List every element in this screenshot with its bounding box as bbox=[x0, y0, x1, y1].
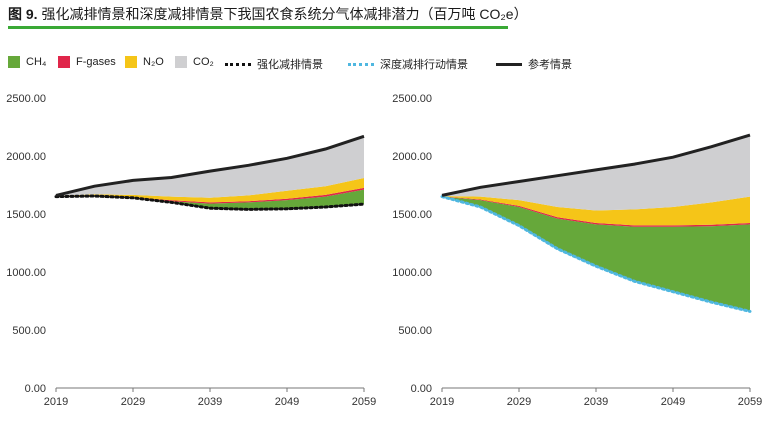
right-chart: 0.00 500.00 1000.00 1500.00 2000.00 2500.00 20… bbox=[392, 93, 762, 408]
series-line-enhanced bbox=[54, 194, 366, 211]
legend-item-deep: 深度减排行动情景 bbox=[348, 56, 468, 72]
y-tick-label: 2500.00 bbox=[392, 93, 432, 105]
x-tick-label: 2029 bbox=[507, 396, 531, 408]
x-tick-label: 2019 bbox=[44, 396, 68, 408]
area-band-co2 bbox=[442, 135, 750, 211]
legend-item-enhanced: 强化减排情景 bbox=[225, 56, 323, 72]
legend-label-reference: 参考情景 bbox=[528, 59, 572, 71]
area-band-n2o bbox=[442, 196, 750, 226]
x-tick-label: 2049 bbox=[661, 396, 685, 408]
x-tick-label: 2019 bbox=[430, 396, 454, 408]
series-line-deep bbox=[440, 195, 752, 313]
y-tick-label: 1500.00 bbox=[6, 209, 46, 221]
y-tick-label: 500.00 bbox=[398, 325, 432, 337]
area-band-fgases bbox=[56, 187, 364, 204]
legend-label-co2: CO₂ bbox=[193, 56, 214, 68]
x-tick-label: 2059 bbox=[352, 396, 376, 408]
title-underline bbox=[8, 26, 508, 29]
y-tick-label: 500.00 bbox=[12, 325, 46, 337]
legend-label-n2o: N₂O bbox=[143, 56, 164, 68]
legend-line-reference bbox=[496, 62, 522, 66]
x-tick-label: 2029 bbox=[121, 396, 145, 408]
legend-item-ch4: CH₄ bbox=[8, 56, 46, 68]
legend-label-fgases: F-gases bbox=[76, 56, 116, 68]
legend-swatch-co2 bbox=[175, 56, 187, 68]
y-tick-label: 2000.00 bbox=[6, 151, 46, 163]
legend-item-n2o: N₂O bbox=[125, 56, 164, 68]
series-line-reference bbox=[441, 133, 751, 197]
legend-swatch-n2o bbox=[125, 56, 137, 68]
legend-item-reference: 参考情景 bbox=[496, 56, 572, 72]
figure-label: 图 9. bbox=[8, 6, 38, 22]
figure-title: 图 9. 强化减排情景和深度减排情景下我国农食系统分气体减排潜力（百万吨 CO₂… bbox=[8, 4, 528, 24]
y-tick-label: 0.00 bbox=[411, 383, 432, 395]
x-tick-label: 2039 bbox=[584, 396, 608, 408]
x-tick-label: 2059 bbox=[738, 396, 762, 408]
legend-swatch-ch4 bbox=[8, 56, 20, 68]
legend-swatch-fgases bbox=[58, 56, 70, 68]
y-tick-label: 1000.00 bbox=[392, 267, 432, 279]
legend-item-co2: CO₂ bbox=[175, 56, 214, 68]
figure-title-text: 强化减排情景和深度减排情景下我国农食系统分气体减排潜力（百万吨 CO₂e） bbox=[41, 6, 528, 22]
y-tick-label: 0.00 bbox=[25, 383, 46, 395]
y-tick-label: 1000.00 bbox=[6, 267, 46, 279]
legend-label-deep: 深度减排行动情景 bbox=[380, 59, 468, 71]
area-band-co2 bbox=[56, 136, 364, 198]
x-tick-label: 2049 bbox=[275, 396, 299, 408]
legend-line-deep bbox=[348, 62, 374, 66]
y-tick-label: 1500.00 bbox=[392, 209, 432, 221]
y-tick-label: 2000.00 bbox=[392, 151, 432, 163]
legend: CH₄ F-gases N₂O CO₂ 强化减排情景 深度减排行动情景 参考情景 bbox=[8, 56, 760, 72]
series-line-reference bbox=[55, 134, 365, 197]
x-tick-label: 2039 bbox=[198, 396, 222, 408]
legend-line-enhanced bbox=[225, 62, 251, 66]
left-chart: 0.00 500.00 1000.00 1500.00 2000.00 2500.00 20… bbox=[6, 93, 376, 408]
legend-item-fgases: F-gases bbox=[58, 56, 116, 68]
y-tick-label: 2500.00 bbox=[6, 93, 46, 105]
legend-label-enhanced: 强化减排情景 bbox=[257, 59, 323, 71]
area-band-ch4 bbox=[56, 189, 364, 210]
legend-label-ch4: CH₄ bbox=[26, 56, 47, 68]
